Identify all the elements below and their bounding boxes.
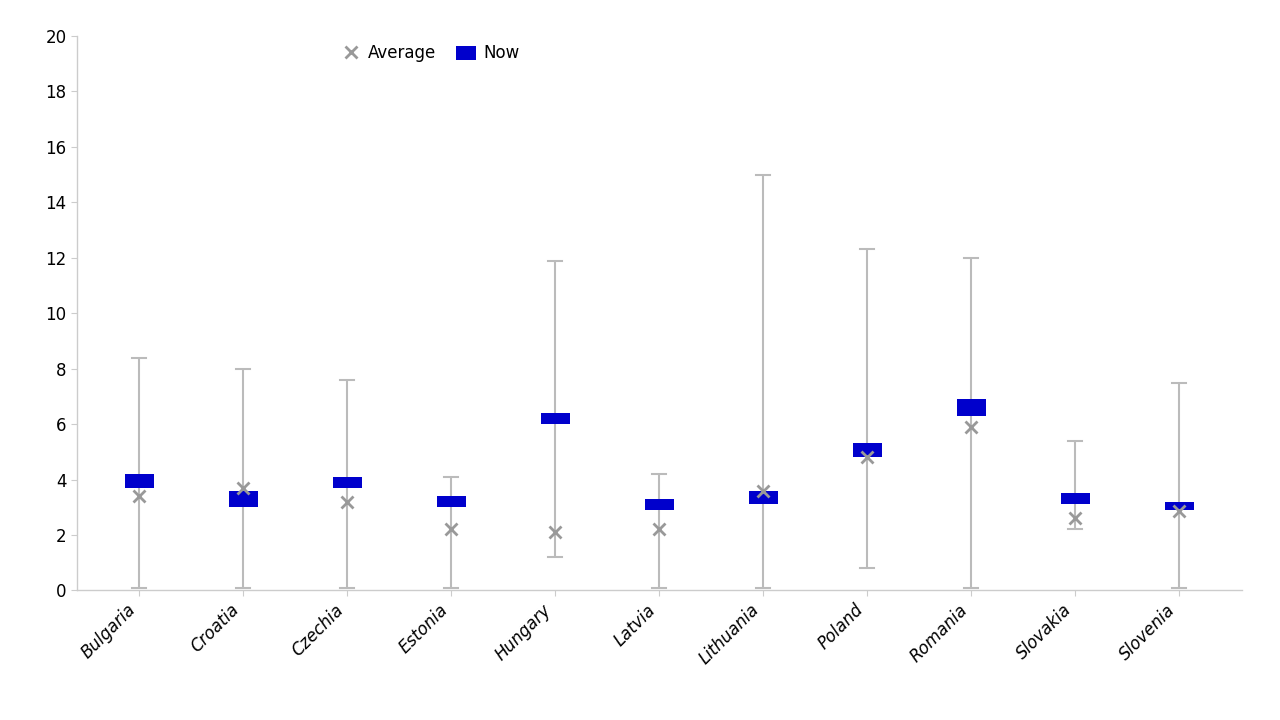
Bar [124,474,154,488]
Bar [540,413,570,424]
Bar [852,444,882,457]
Bar [749,490,778,505]
Bar [229,490,257,507]
Bar [645,499,673,510]
Bar [1061,493,1089,505]
Bar [333,477,362,488]
Legend: Average, Now: Average, Now [342,45,520,63]
Bar [956,399,986,415]
Bar [1165,502,1194,510]
Bar [436,496,466,507]
